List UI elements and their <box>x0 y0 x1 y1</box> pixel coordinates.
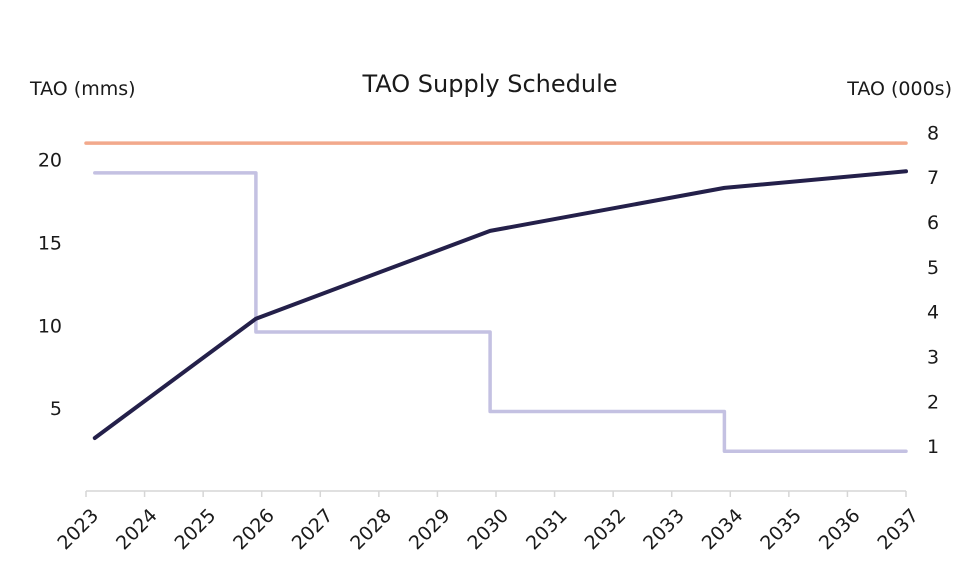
left-tick-label: 10 <box>38 315 62 337</box>
right-tick-label: 1 <box>927 436 939 458</box>
x-tick-label: 2024 <box>112 505 162 555</box>
x-tick-label: 2035 <box>756 505 806 555</box>
right-tick-label: 2 <box>927 391 939 413</box>
x-tick-label: 2034 <box>698 505 748 555</box>
x-axis-ticks: 2023 2024 2025 2026 2027 2028 2029 2030 2031 2032… <box>53 491 923 554</box>
left-tick-label: 15 <box>38 233 62 255</box>
right-axis-ticks: 1 2 3 4 5 6 7 8 <box>927 122 939 458</box>
right-tick-label: 5 <box>927 257 939 279</box>
left-tick-label: 20 <box>38 150 62 172</box>
series-line-1 <box>93 171 908 453</box>
x-tick-label: 2023 <box>53 505 103 555</box>
x-tick-label: 2031 <box>522 505 572 555</box>
x-tick-label: 2030 <box>463 505 513 555</box>
right-tick-label: 8 <box>927 122 939 144</box>
series-layer <box>84 141 908 453</box>
chart-title: TAO Supply Schedule <box>361 70 617 98</box>
x-tick-label: 2028 <box>346 505 396 555</box>
right-tick-label: 6 <box>927 212 939 234</box>
right-tick-label: 4 <box>927 302 939 324</box>
right-axis-title: TAO (000s) <box>846 78 952 100</box>
right-tick-label: 3 <box>927 347 939 369</box>
x-tick-label: 2029 <box>405 505 455 555</box>
right-tick-label: 7 <box>927 167 939 189</box>
x-tick-label: 2036 <box>815 505 865 555</box>
x-tick-label: 2026 <box>229 505 279 555</box>
left-axis-title: TAO (mms) <box>29 78 136 100</box>
x-tick-label: 2032 <box>581 505 631 555</box>
left-tick-label: 5 <box>50 398 62 420</box>
x-tick-label: 2027 <box>288 505 338 555</box>
series-line-2 <box>92 169 908 440</box>
left-axis-ticks: 5 10 15 20 <box>38 150 62 420</box>
x-tick-label: 2025 <box>171 505 221 555</box>
x-tick-label: 2033 <box>639 505 689 555</box>
x-tick-label: 2037 <box>873 505 923 555</box>
